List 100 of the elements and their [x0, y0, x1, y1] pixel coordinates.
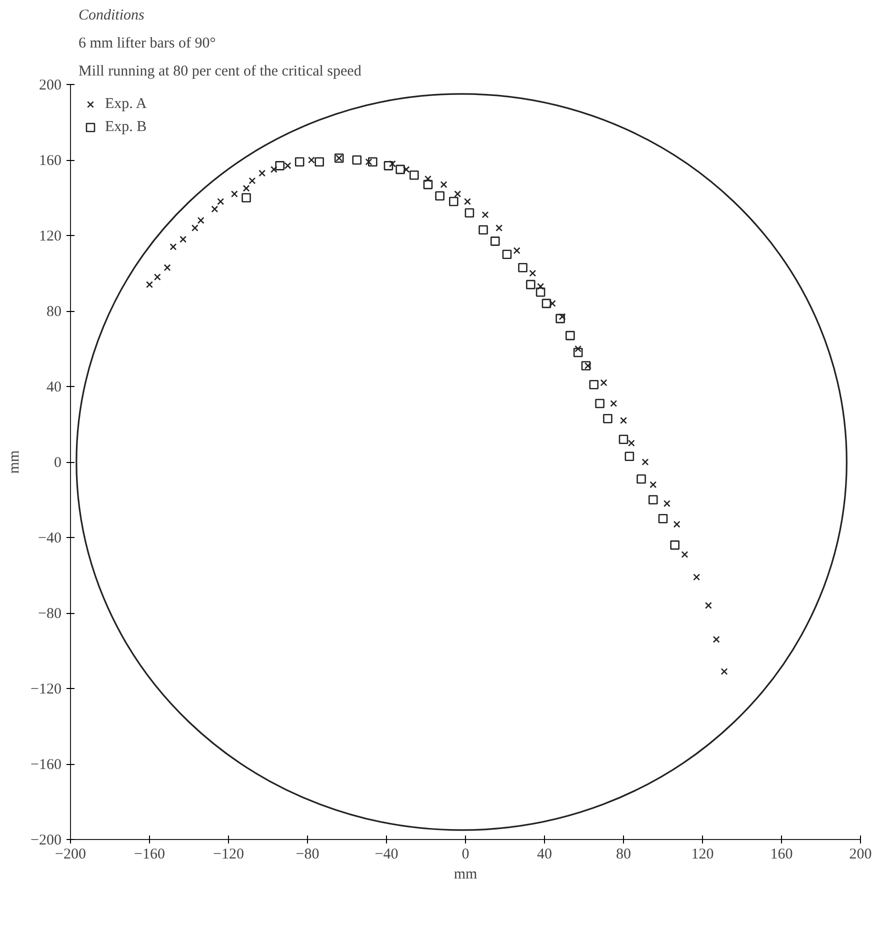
- point: [230, 190, 238, 198]
- point: [270, 166, 278, 173]
- text: Mill running at 80 per cent of the critical speed: [78, 64, 362, 80]
- point: [574, 345, 582, 352]
- point: [294, 157, 304, 167]
- point: [424, 175, 432, 182]
- point: [628, 440, 635, 447]
- point: [352, 155, 362, 165]
- y-tick-label: 160: [39, 153, 62, 169]
- point: [556, 314, 565, 324]
- point: [423, 180, 433, 190]
- point: [603, 414, 612, 424]
- point: [693, 574, 700, 581]
- point: [537, 282, 544, 290]
- point: [650, 481, 657, 488]
- point: [146, 281, 153, 288]
- point: [191, 224, 198, 232]
- x-axis-title: mm: [454, 866, 478, 882]
- point: [558, 313, 566, 320]
- point: [170, 243, 177, 250]
- x-tick-label: −120: [213, 846, 244, 862]
- point: [658, 514, 668, 524]
- point: [396, 164, 405, 174]
- point: [388, 160, 396, 168]
- y-tick-label: −200: [30, 832, 62, 848]
- x-tick-label: 120: [691, 846, 714, 862]
- point: [704, 602, 712, 609]
- point: [518, 262, 528, 272]
- point: [275, 161, 284, 170]
- x-tick-label: −160: [134, 846, 165, 862]
- point: [566, 330, 575, 340]
- point: [217, 198, 224, 206]
- point: [435, 191, 444, 201]
- y-tick-label: 120: [39, 228, 62, 244]
- y-tick-label: −160: [30, 757, 62, 773]
- point: [180, 236, 187, 243]
- point: [211, 206, 218, 213]
- point: [573, 348, 583, 358]
- point: [384, 161, 394, 170]
- point: [454, 190, 462, 198]
- legend-label: Exp. B: [105, 118, 147, 136]
- point: [464, 198, 471, 206]
- y-tick-label: −40: [38, 530, 62, 546]
- x-tick-label: 200: [849, 846, 872, 862]
- point: [720, 668, 728, 675]
- point: [314, 157, 324, 167]
- point: [365, 158, 372, 166]
- point: [584, 362, 592, 370]
- point: [164, 264, 171, 272]
- y-tick-label: 200: [39, 78, 62, 94]
- x-tick-label: −80: [296, 846, 320, 862]
- point: [648, 495, 658, 504]
- y-tick-label: −120: [30, 682, 62, 698]
- point: [154, 274, 161, 281]
- point: [600, 379, 608, 386]
- point: [496, 224, 503, 232]
- point: [402, 166, 410, 173]
- x-tick-label: 40: [537, 846, 552, 862]
- point: [308, 156, 315, 164]
- point: [681, 551, 688, 558]
- x-tick-label: 80: [616, 846, 631, 862]
- point: [620, 416, 627, 424]
- point: [618, 434, 628, 444]
- point: [624, 452, 634, 461]
- point: [536, 287, 546, 297]
- point: [670, 540, 680, 550]
- point: [440, 181, 448, 188]
- x-tick-label: 0: [462, 846, 470, 862]
- y-tick-label: 80: [46, 304, 62, 320]
- legend-label: Exp. A: [105, 96, 147, 112]
- point: [663, 500, 670, 508]
- y-axis-title: mm: [6, 450, 23, 474]
- chart-title: Conditions: [78, 8, 145, 24]
- point: [248, 177, 256, 184]
- y-tick-label: 40: [46, 380, 62, 396]
- point: [642, 458, 649, 466]
- point: [610, 400, 618, 407]
- point: [242, 193, 251, 202]
- point: [258, 170, 266, 177]
- point: [548, 300, 556, 307]
- point: [589, 380, 599, 390]
- x-tick-label: −40: [374, 846, 398, 862]
- point: [478, 225, 488, 234]
- point: [581, 361, 591, 370]
- point: [242, 184, 250, 192]
- point: [449, 196, 458, 206]
- point: [673, 520, 680, 528]
- point: [595, 398, 604, 408]
- point: [513, 247, 520, 254]
- point: [526, 280, 536, 290]
- point: [482, 211, 489, 218]
- y-tick-label: −80: [38, 606, 62, 622]
- point: [368, 157, 378, 167]
- x-tick-label: 160: [770, 846, 793, 862]
- point: [490, 236, 500, 246]
- point: [284, 162, 292, 170]
- point: [712, 636, 720, 643]
- point: [502, 250, 512, 260]
- point: [410, 170, 419, 180]
- point: [464, 208, 474, 218]
